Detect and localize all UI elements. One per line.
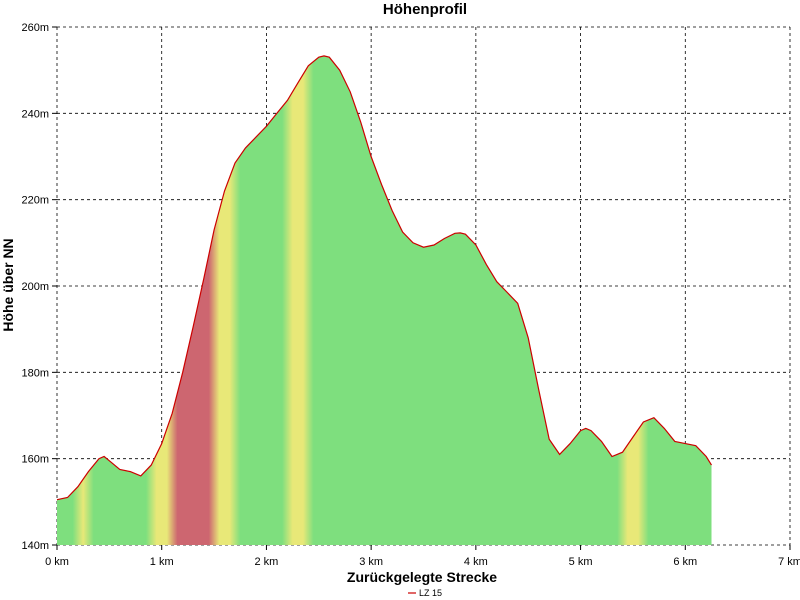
y-tick-label: 260m	[21, 22, 49, 34]
y-tick-label: 180m	[21, 367, 49, 379]
y-tick-label: 200m	[21, 281, 49, 293]
x-tick-label: 1 km	[150, 556, 174, 568]
x-tick-label: 0 km	[45, 556, 69, 568]
x-axis-ticks: 0 km 1 km 2 km 3 km 4 km 5 km 6 km 7 km	[45, 545, 800, 568]
y-tick-label: 140m	[21, 540, 49, 552]
x-tick-label: 6 km	[673, 556, 697, 568]
y-tick-label: 240m	[21, 108, 49, 120]
legend-label-lz15: LZ 15	[419, 588, 442, 598]
x-tick-label: 2 km	[255, 556, 279, 568]
y-axis-ticks: 140m 160m 180m 200m 220m 240m 260m	[21, 22, 57, 552]
x-tick-label: 7 km	[778, 556, 800, 568]
series-line-lz15	[56, 55, 713, 501]
y-axis-title: Höhe über NN	[0, 238, 16, 331]
y-tick-label: 220m	[21, 195, 49, 207]
legend: LZ 15	[408, 588, 442, 598]
x-tick-label: 5 km	[569, 556, 593, 568]
y-tick-label: 160m	[21, 454, 49, 466]
x-axis-title: Zurückgelegte Strecke	[347, 569, 497, 585]
x-tick-label: 3 km	[359, 556, 383, 568]
chart-title: Höhenprofil	[383, 1, 467, 18]
x-tick-label: 4 km	[464, 556, 488, 568]
